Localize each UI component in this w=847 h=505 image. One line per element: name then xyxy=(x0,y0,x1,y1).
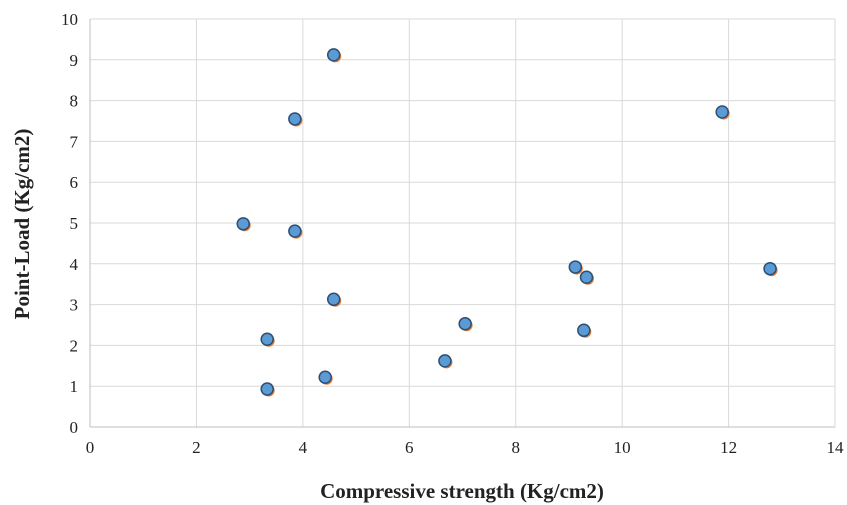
data-point-marker xyxy=(568,260,583,274)
data-point xyxy=(579,270,594,285)
data-point-marker xyxy=(438,354,452,368)
data-point xyxy=(438,354,453,369)
data-point-marker xyxy=(260,332,274,347)
x-tick-label: 14 xyxy=(827,438,845,457)
data-point-marker xyxy=(260,382,274,396)
data-point xyxy=(288,112,303,127)
data-point xyxy=(763,261,778,277)
data-point-marker xyxy=(458,317,472,331)
data-point-marker xyxy=(236,217,251,231)
data-point-marker xyxy=(715,105,729,119)
y-tick-label: 10 xyxy=(61,10,78,29)
data-point xyxy=(458,317,473,332)
y-tick-label: 5 xyxy=(70,214,79,233)
data-point-marker xyxy=(288,224,302,238)
data-point xyxy=(236,217,251,232)
data-point-marker xyxy=(577,323,591,338)
data-point xyxy=(326,292,342,307)
data-point xyxy=(326,48,342,63)
x-tick-label: 8 xyxy=(511,438,520,457)
y-tick-label: 8 xyxy=(70,92,79,111)
y-tick-labels: 0 1 2 3 4 5 6 7 8 9 10 xyxy=(61,10,79,437)
data-point xyxy=(288,224,303,239)
gridlines xyxy=(90,18,836,427)
y-tick-label: 1 xyxy=(70,377,79,396)
x-tick-label: 0 xyxy=(86,438,95,457)
y-axis-title: Point-Load (Kg/cm2) xyxy=(10,129,34,320)
data-point-marker xyxy=(763,261,777,276)
x-tick-label: 6 xyxy=(405,438,414,457)
y-tick-label: 7 xyxy=(70,132,79,151)
x-tick-label: 2 xyxy=(192,438,201,457)
data-point xyxy=(568,260,583,275)
y-tick-label: 2 xyxy=(70,336,79,355)
data-point-marker xyxy=(318,370,332,384)
data-point-marker xyxy=(326,292,341,307)
data-point xyxy=(577,323,592,338)
data-point-marker xyxy=(288,112,302,126)
x-axis-title: Compressive strength (Kg/cm2) xyxy=(320,479,604,503)
x-tick-label: 4 xyxy=(299,438,308,457)
data-point-marker xyxy=(326,48,341,62)
data-point xyxy=(260,382,275,397)
y-tick-label: 4 xyxy=(70,255,79,274)
data-points xyxy=(236,48,778,397)
data-point-marker xyxy=(579,270,594,285)
y-tick-label: 6 xyxy=(70,173,79,192)
y-tick-label: 0 xyxy=(70,418,79,437)
data-point xyxy=(715,105,730,120)
y-tick-label: 3 xyxy=(70,296,79,315)
data-point xyxy=(260,332,275,347)
x-tick-label: 12 xyxy=(720,438,737,457)
x-tick-labels: 0 2 4 6 8 10 12 14 xyxy=(86,438,844,457)
x-tick-label: 10 xyxy=(614,438,631,457)
data-point xyxy=(318,370,333,385)
axes xyxy=(89,19,835,428)
y-tick-label: 9 xyxy=(70,51,79,70)
